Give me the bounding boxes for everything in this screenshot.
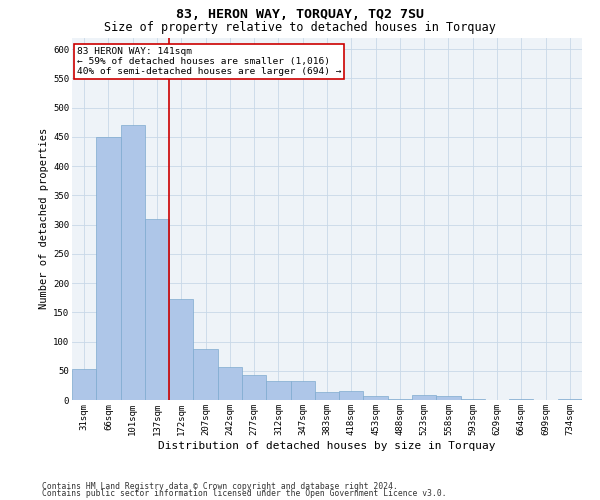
Bar — [315, 392, 339, 400]
Bar — [242, 376, 266, 400]
Text: 83, HERON WAY, TORQUAY, TQ2 7SU: 83, HERON WAY, TORQUAY, TQ2 7SU — [176, 8, 424, 20]
Bar — [218, 366, 242, 400]
Bar — [412, 396, 436, 400]
Bar — [339, 391, 364, 400]
Bar — [121, 125, 145, 400]
Bar — [290, 382, 315, 400]
Bar — [169, 299, 193, 400]
Y-axis label: Number of detached properties: Number of detached properties — [39, 128, 49, 310]
X-axis label: Distribution of detached houses by size in Torquay: Distribution of detached houses by size … — [158, 440, 496, 450]
Text: 83 HERON WAY: 141sqm
← 59% of detached houses are smaller (1,016)
40% of semi-de: 83 HERON WAY: 141sqm ← 59% of detached h… — [77, 46, 341, 76]
Bar — [193, 348, 218, 400]
Bar — [145, 219, 169, 400]
Bar — [364, 396, 388, 400]
Bar — [388, 399, 412, 400]
Bar — [558, 399, 582, 400]
Text: Contains public sector information licensed under the Open Government Licence v3: Contains public sector information licen… — [42, 490, 446, 498]
Bar — [72, 369, 96, 400]
Bar — [436, 396, 461, 400]
Bar — [96, 137, 121, 400]
Text: Size of property relative to detached houses in Torquay: Size of property relative to detached ho… — [104, 21, 496, 34]
Text: Contains HM Land Registry data © Crown copyright and database right 2024.: Contains HM Land Registry data © Crown c… — [42, 482, 398, 491]
Bar — [266, 382, 290, 400]
